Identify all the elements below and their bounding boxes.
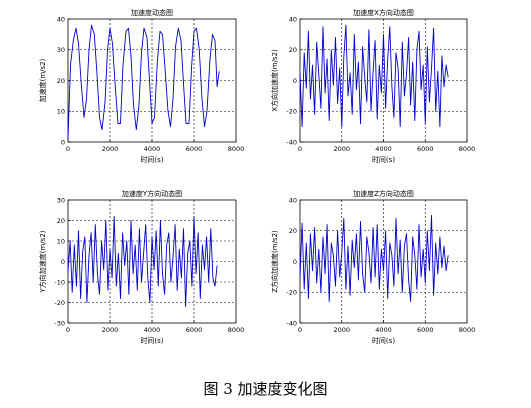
x-tick-label: 8000	[459, 145, 476, 153]
y-tick-label: 20	[57, 217, 65, 225]
x-tick-label: 0	[298, 326, 302, 334]
y-tick-label: 20	[57, 77, 65, 85]
x-axis-label: 时间(s)	[140, 155, 163, 164]
x-tick-label: 4000	[375, 145, 392, 153]
x-axis-label: 时间(s)	[140, 336, 163, 345]
x-tick-label: 6000	[417, 145, 434, 153]
chart-title: 加速度动态图	[131, 8, 173, 17]
x-tick-label: 0	[298, 145, 302, 153]
x-tick-label: 6000	[186, 145, 203, 153]
y-axis-label: 加速度(m/s2)	[38, 58, 47, 102]
x-tick-label: 2000	[102, 145, 119, 153]
y-tick-label: -20	[54, 299, 65, 307]
x-tick-label: 2000	[333, 145, 350, 153]
y-tick-label: 20	[289, 46, 297, 54]
data-line	[67, 24, 220, 139]
data-line	[299, 24, 449, 128]
x-tick-label: 6000	[186, 326, 203, 334]
y-axis-label: Z方向加速度(m/s2)	[270, 230, 279, 293]
x-tick-label: 4000	[375, 326, 392, 334]
y-tick-label: 30	[57, 46, 65, 54]
figure-caption: 图 3 加速度变化图	[203, 380, 328, 398]
chart-title: 加速度Z方向动态图	[353, 189, 414, 198]
x-tick-label: 6000	[417, 326, 434, 334]
y-tick-label: -10	[54, 278, 65, 286]
chart-title: 加速度X方向动态图	[353, 8, 414, 17]
x-axis-label: 时间(s)	[372, 155, 395, 164]
y-tick-label: 20	[289, 227, 297, 235]
y-tick-label: 30	[57, 196, 65, 204]
x-tick-label: 0	[66, 145, 70, 153]
y-tick-label: 0	[61, 138, 65, 146]
x-axis-label: 时间(s)	[372, 336, 395, 345]
x-tick-label: 4000	[144, 326, 161, 334]
y-tick-label: 40	[289, 15, 297, 23]
x-tick-label: 8000	[459, 326, 476, 334]
y-tick-label: 40	[57, 15, 65, 23]
chart-panel-3: 0 2000 4000 6000 8000 -30 -20 -10 0 10 20 30 加速度Y方向动…	[38, 189, 244, 345]
chart-title: 加速度Y方向动态图	[122, 189, 182, 198]
y-tick-label: -20	[286, 289, 297, 297]
x-tick-label: 2000	[102, 326, 119, 334]
y-tick-label: -20	[286, 108, 297, 116]
y-tick-label: 10	[57, 237, 65, 245]
x-tick-label: 2000	[333, 326, 350, 334]
x-tick-label: 8000	[228, 145, 245, 153]
y-tick-label: -40	[286, 138, 297, 146]
data-line	[299, 214, 449, 302]
y-axis-label: X方向加速度(m/s2)	[270, 49, 279, 112]
chart-panel-2: 0 2000 4000 6000 8000 -40 -20 0 20 40 加速度X方向动态图时间(…	[270, 8, 475, 164]
x-tick-label: 8000	[228, 326, 245, 334]
y-tick-label: 0	[293, 77, 297, 85]
y-tick-label: 10	[57, 108, 65, 116]
y-tick-label: 0	[61, 258, 65, 266]
y-axis-label: Y方向加速度(m/s2)	[38, 230, 47, 293]
data-line	[67, 215, 218, 308]
y-tick-label: 40	[289, 196, 297, 204]
figure-area: 0 2000 4000 6000 8000010203040加速度动态图时间(s)加速度…	[38, 8, 475, 345]
x-tick-label: 4000	[144, 145, 161, 153]
x-tick-label: 0	[66, 326, 70, 334]
y-tick-label: -40	[286, 319, 297, 327]
chart-panel-4: 0 2000 4000 6000 8000 -40 -20 0 20 40 加速度Z方向动态图时间(…	[270, 189, 475, 345]
y-tick-label: -30	[54, 319, 65, 327]
y-tick-label: 0	[293, 258, 297, 266]
